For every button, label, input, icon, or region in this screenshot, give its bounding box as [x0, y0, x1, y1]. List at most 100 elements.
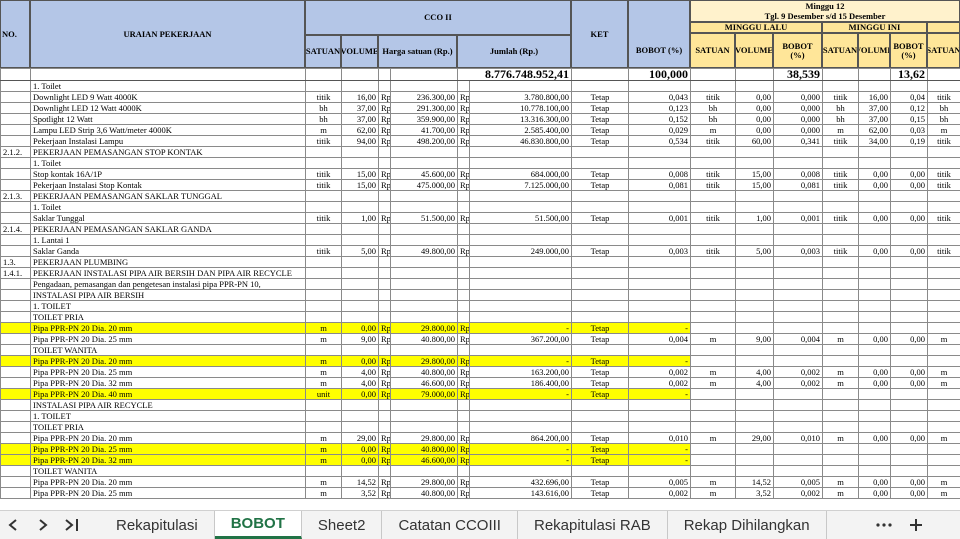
sheet-tab[interactable]: Catatan CCOIII — [382, 511, 518, 539]
row: TOILET WANITA — [0, 465, 960, 477]
sheet-tab[interactable]: BOBOT — [214, 511, 302, 539]
cell: 46.830.800,00 — [469, 135, 572, 147]
cell: m — [305, 476, 342, 488]
cell: 9,00 — [341, 333, 379, 345]
cell: 79.000,00 — [390, 388, 458, 400]
row: Pipa PPR-PN 20 Dia. 20 mm m 0,00 Rp 29.800,0… — [0, 355, 960, 367]
cell: 2.1.2. — [0, 146, 31, 158]
cell: 46.600,00 — [390, 377, 458, 389]
cell: m — [927, 432, 960, 444]
cell — [773, 289, 823, 301]
cell — [457, 146, 470, 158]
cell: 475.000,00 — [390, 179, 458, 191]
cell: 37,00 — [858, 102, 891, 114]
cell — [822, 80, 859, 92]
cell — [571, 311, 629, 323]
cell — [457, 157, 470, 169]
cell — [735, 300, 774, 312]
cell: m — [927, 366, 960, 378]
cell: titik — [927, 245, 960, 257]
cell — [773, 443, 823, 455]
cell: 62,00 — [341, 124, 379, 136]
header-satuan: SATUAN — [305, 35, 341, 68]
cell — [0, 377, 31, 389]
cell: titik — [690, 212, 736, 224]
cell — [773, 278, 823, 290]
cell — [690, 355, 736, 367]
cell: m — [690, 476, 736, 488]
cell: - — [628, 355, 691, 367]
cell: 1. Toilet — [30, 80, 306, 92]
cell: 60,00 — [735, 135, 774, 147]
cell — [822, 267, 859, 279]
cell — [858, 311, 891, 323]
row: Lampu LED Strip 3,6 Watt/meter 4000K m 62,… — [0, 124, 960, 136]
header-next-satuan: SATUAN — [927, 33, 960, 68]
tab-nav[interactable] — [0, 511, 90, 539]
cell — [890, 256, 928, 268]
cell: Rp — [457, 179, 470, 191]
cell — [571, 201, 629, 213]
cell: 0,00 — [858, 179, 891, 191]
cell: - — [628, 443, 691, 455]
cell: Tetap — [571, 91, 629, 103]
header-ml-volume: VOLUME — [735, 33, 773, 68]
cell: m — [690, 124, 736, 136]
sheet-tab[interactable]: Sheet2 — [302, 511, 383, 539]
cell: 0,010 — [773, 432, 823, 444]
cell: 0,534 — [628, 135, 691, 147]
cell: Pipa PPR-PN 20 Dia. 25 mm — [30, 366, 306, 378]
cell: m — [305, 124, 342, 136]
cell: 0,00 — [858, 432, 891, 444]
cell: titik — [927, 91, 960, 103]
cell — [927, 300, 960, 312]
cell: Rp — [457, 91, 470, 103]
cell — [305, 223, 342, 235]
cell — [457, 267, 470, 279]
sheet-tab[interactable]: Rekapitulasi — [100, 511, 215, 539]
cell: 0,123 — [628, 102, 691, 114]
cell: Rp — [378, 135, 391, 147]
cell — [890, 80, 928, 92]
cell — [927, 443, 960, 455]
row: 1. TOILET — [0, 410, 960, 422]
cell — [628, 267, 691, 279]
cell — [0, 322, 31, 334]
header-jumlah: Jumlah (Rp.) — [457, 35, 571, 68]
cell — [341, 157, 379, 169]
cell — [858, 300, 891, 312]
cell: - — [469, 388, 572, 400]
cell — [390, 157, 458, 169]
cell: 1. TOILET — [30, 410, 306, 422]
cell — [927, 256, 960, 268]
cell: Rp — [457, 476, 470, 488]
cell: 0,008 — [773, 168, 823, 180]
cell: 0,029 — [628, 124, 691, 136]
cell: Tetap — [571, 355, 629, 367]
cell — [890, 267, 928, 279]
sheet-tab[interactable]: Rekapitulasi RAB — [518, 511, 668, 539]
cell — [890, 289, 928, 301]
cell — [571, 465, 629, 477]
cell: Rp — [457, 443, 470, 455]
cell: 1. Toilet — [30, 157, 306, 169]
cell — [305, 421, 342, 433]
cell: titik — [690, 168, 736, 180]
cell — [305, 465, 342, 477]
cell — [0, 476, 31, 488]
cell: Rp — [457, 377, 470, 389]
cell — [378, 300, 391, 312]
sheet-tab[interactable]: Rekap Dihilangkan — [668, 511, 827, 539]
tab-actions[interactable] — [870, 511, 940, 539]
cell: 367.200,00 — [469, 333, 572, 345]
cell — [341, 234, 379, 246]
cell — [890, 201, 928, 213]
cell: titik — [690, 135, 736, 147]
cell: 0,00 — [858, 245, 891, 257]
cell — [305, 201, 342, 213]
cell: Pipa PPR-PN 20 Dia. 25 mm — [30, 333, 306, 345]
cell — [305, 410, 342, 422]
cell: 94,00 — [341, 135, 379, 147]
cell — [378, 421, 391, 433]
cell: Rp — [378, 245, 391, 257]
